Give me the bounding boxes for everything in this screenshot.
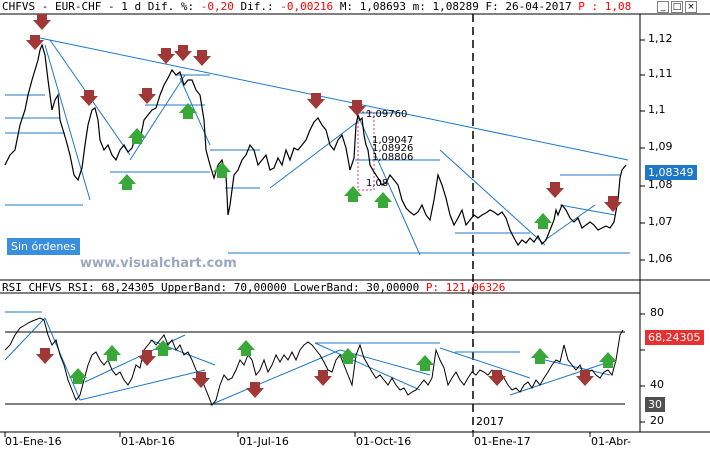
fib-label-1: 1,09760 bbox=[366, 109, 407, 120]
rsi-p-value: P: 121,06326 bbox=[425, 281, 506, 294]
min-label: m: bbox=[412, 0, 426, 13]
last-price-badge: 1,08349 bbox=[645, 165, 697, 180]
price-tick-6: 1,07 bbox=[648, 215, 673, 228]
symbol-label: CHFVS - EUR-CHF - bbox=[2, 0, 115, 13]
fib-label-3: 1,08926 bbox=[372, 143, 413, 154]
lower-band-badge: 30 bbox=[645, 397, 665, 412]
sin-ordenes-button[interactable]: Sin órdenes bbox=[7, 238, 80, 255]
fib-labels: 1,09760 1,09047 1,08926 1,08806 1,08 bbox=[366, 109, 413, 189]
date-value: 26-04-2017 bbox=[505, 0, 572, 13]
dif-label: Dif.: bbox=[240, 0, 274, 13]
fib-box bbox=[357, 111, 375, 191]
rsi-trend-lines bbox=[4, 311, 616, 406]
date-label-3: 01-Jul-16 bbox=[239, 435, 289, 448]
price-tick-7: 1,06 bbox=[648, 252, 673, 265]
dif-value: -0,00216 bbox=[280, 0, 334, 13]
close-button[interactable]: × bbox=[685, 1, 697, 13]
restore-button[interactable]: □ bbox=[671, 1, 683, 13]
rsi-header-text: RSI_CHFVS RSI: 68,24305 UpperBand: 70,00… bbox=[2, 281, 420, 294]
fib-label-5: 1,08 bbox=[366, 178, 388, 189]
date-label-2: 01-Abr-16 bbox=[121, 435, 176, 448]
year-label: 2017 bbox=[476, 415, 504, 428]
minimize-button[interactable]: _ bbox=[657, 1, 669, 13]
price-tick-1: 1,12 bbox=[648, 32, 673, 45]
price-axis-ticks bbox=[640, 39, 645, 261]
dif-pct-label: Dif. %: bbox=[147, 0, 195, 13]
date-ticks bbox=[4, 432, 591, 437]
max-value: 1,08693 bbox=[359, 0, 407, 13]
trend-lines bbox=[39, 37, 629, 256]
min-value: 1,08289 bbox=[432, 0, 479, 13]
rsi-axis-ticks bbox=[640, 313, 645, 423]
rsi-value-badge: 68,24305 bbox=[645, 330, 704, 345]
price-tick-2: 1,11 bbox=[648, 67, 673, 80]
chart-header: CHFVS - EUR-CHF - 1 d Dif. %: -0,20 Dif.… bbox=[0, 0, 642, 14]
dif-pct-value: -0,20 bbox=[200, 0, 234, 13]
fib-label-4: 1,08806 bbox=[372, 152, 413, 163]
rsi-bands bbox=[5, 331, 625, 405]
date-label-1: 01-Ene-16 bbox=[5, 435, 62, 448]
buy-arrows bbox=[118, 103, 552, 229]
fib-label-2: 1,09047 bbox=[372, 135, 413, 146]
price-tick-4: 1,09 bbox=[648, 140, 673, 153]
date-label-5: 01-Ene-17 bbox=[474, 435, 531, 448]
timeframe-label: 1 d bbox=[121, 0, 142, 13]
date-label-4: 01-Oct-16 bbox=[356, 435, 412, 448]
max-label: M: bbox=[339, 0, 354, 13]
price-tick-5: 1,08 bbox=[648, 178, 673, 191]
p-value: P : 1,08 bbox=[578, 0, 632, 13]
watermark: www.visualchart.com bbox=[80, 256, 237, 271]
price-tick-3: 1,1 bbox=[648, 103, 666, 116]
price-series bbox=[4, 43, 627, 247]
rsi-buy-arrows bbox=[69, 340, 617, 384]
rsi-tick-80: 80 bbox=[650, 306, 664, 319]
rsi-tick-40: 40 bbox=[650, 378, 664, 391]
rsi-series bbox=[4, 317, 624, 406]
rsi-sell-arrows bbox=[36, 348, 594, 398]
sell-arrows bbox=[26, 14, 622, 212]
rsi-header: RSI_CHFVS RSI: 68,24305 UpperBand: 70,00… bbox=[0, 281, 638, 295]
rsi-tick-20: 20 bbox=[650, 414, 664, 427]
date-label: F: bbox=[485, 0, 499, 13]
date-label-6: 01-Abr- bbox=[591, 435, 632, 448]
